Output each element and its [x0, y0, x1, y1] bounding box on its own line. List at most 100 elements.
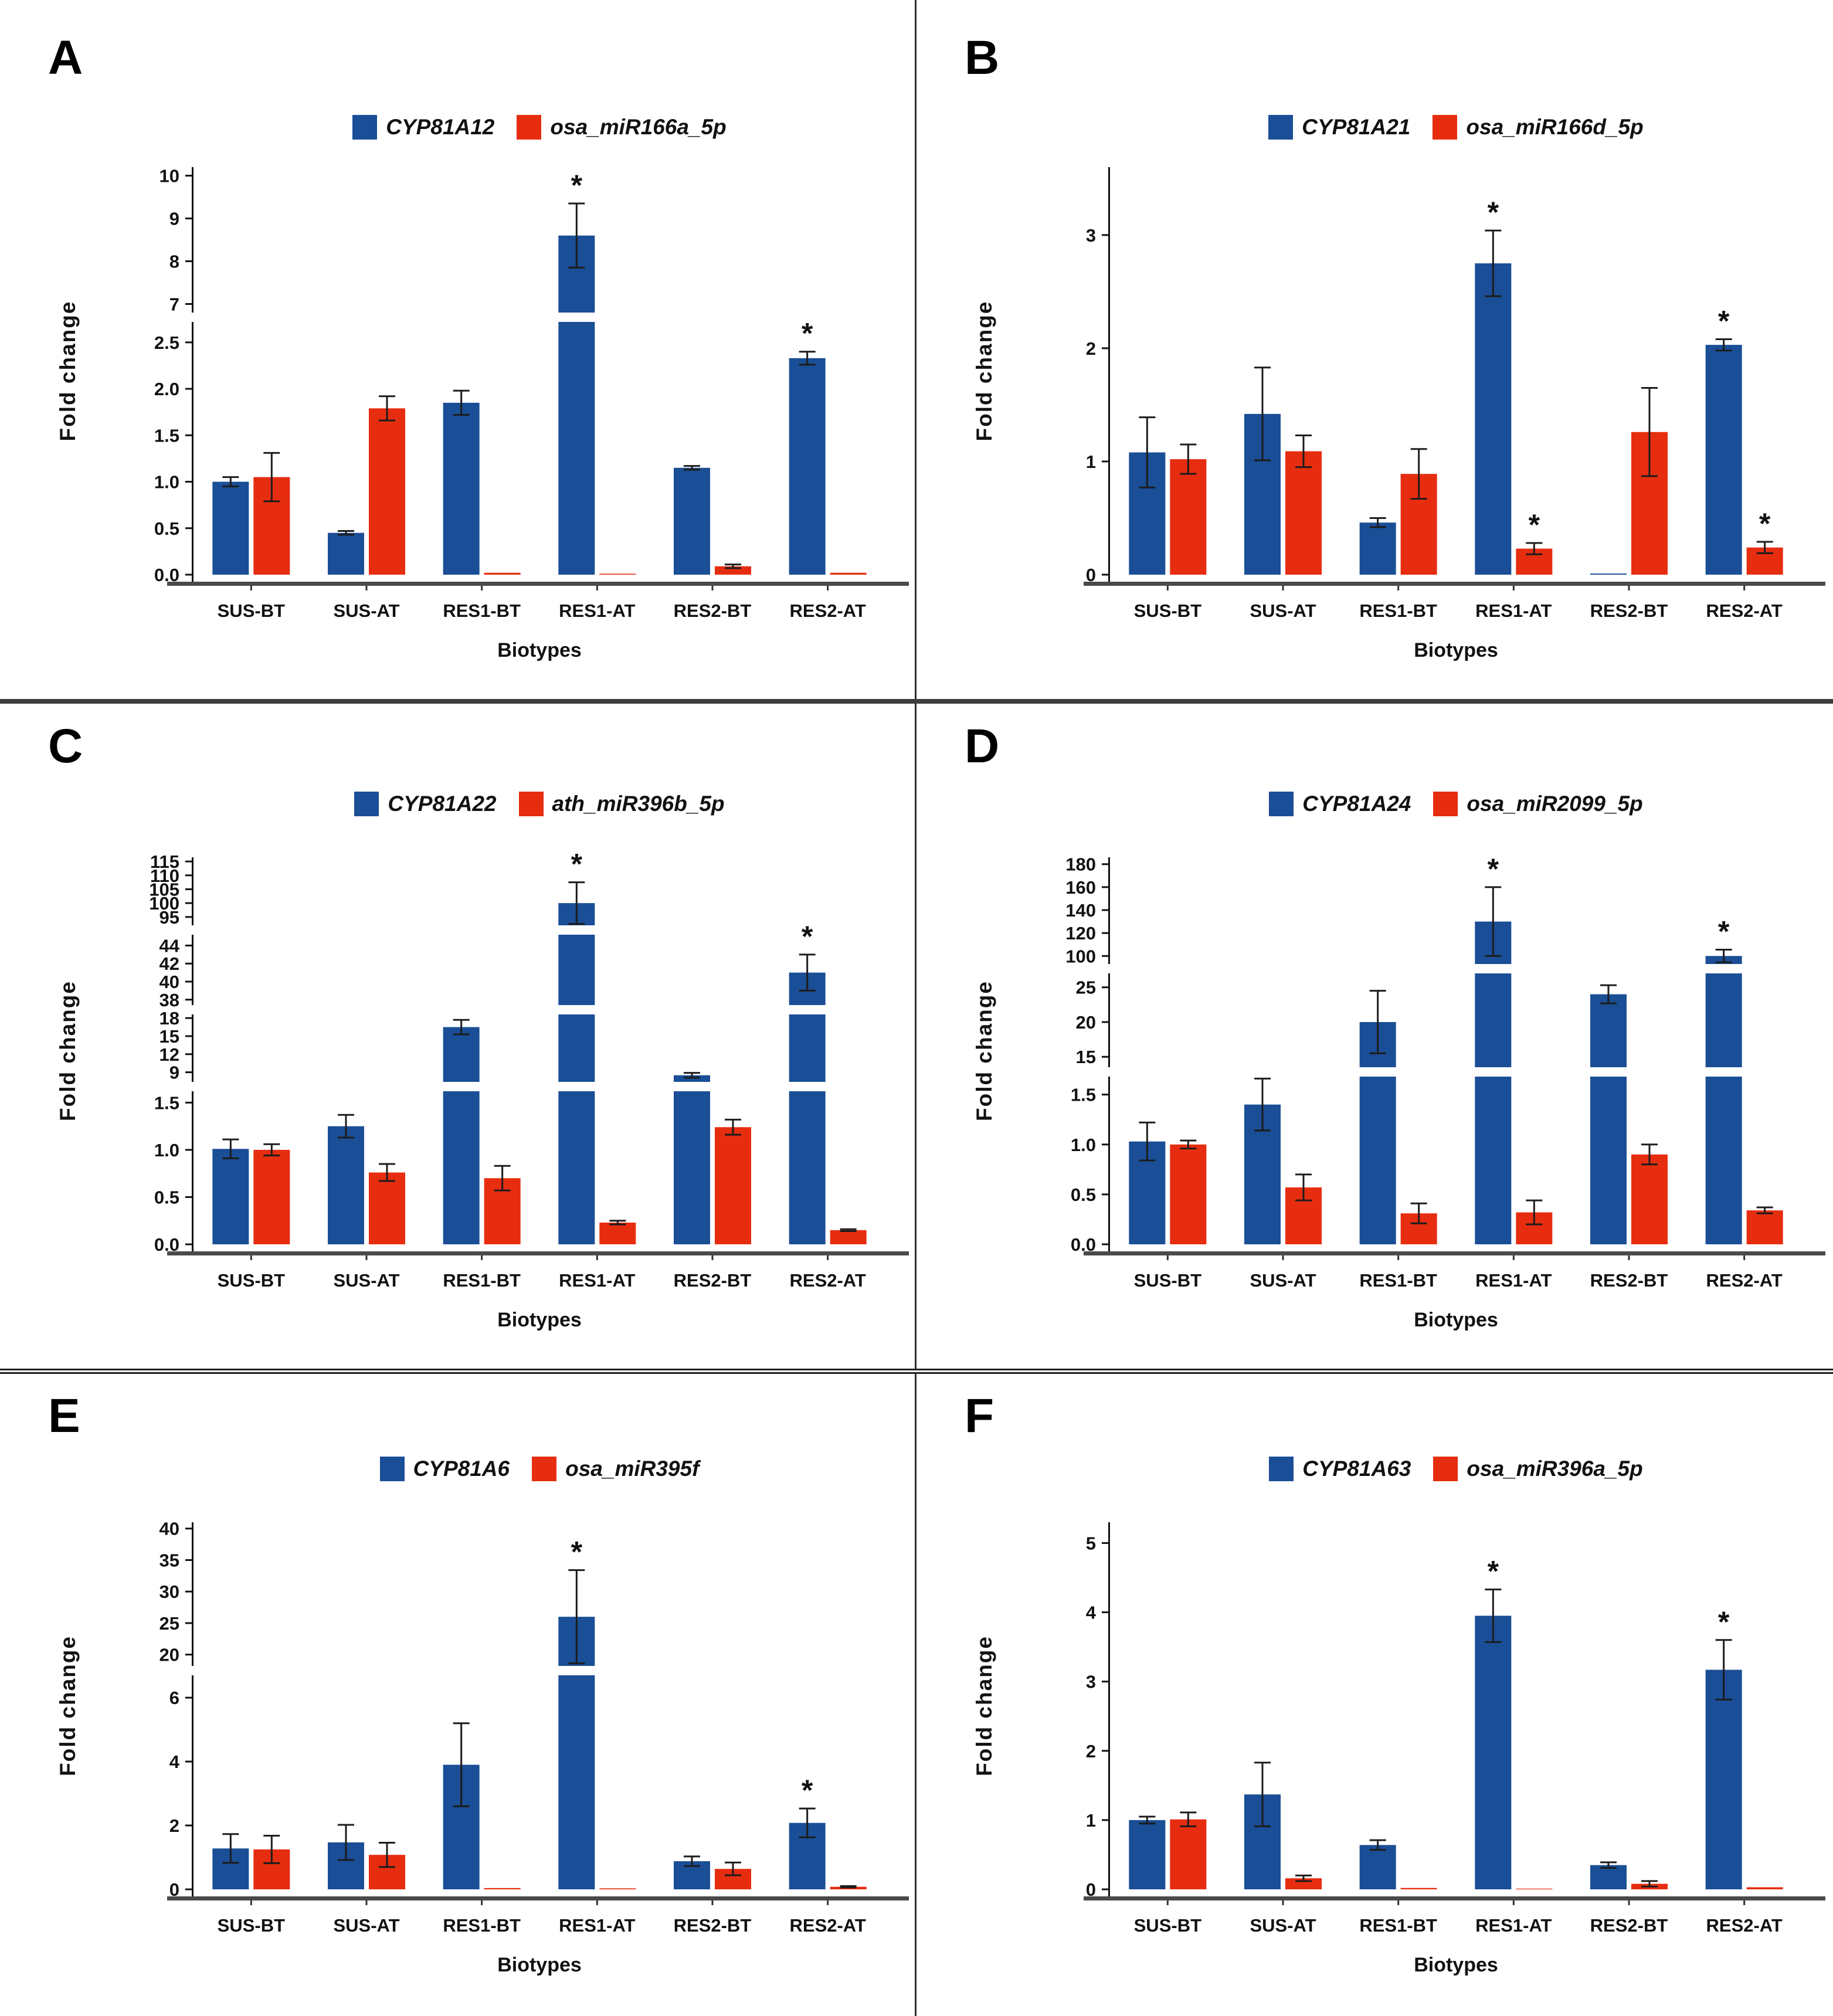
- panel-divider-horizontal-2: [0, 1369, 1833, 1374]
- bar: [1475, 973, 1512, 1067]
- chart-b: 0 1 2 3 SUS-BT SUS-AT RES1-BT RES1-AT RES2-BT RES…: [972, 167, 1825, 661]
- legend-c: CYP81A22 ath_miR396b_5p: [176, 792, 903, 816]
- bar: [558, 322, 595, 575]
- legend-label-mirna: ath_miR396b_5p: [552, 792, 725, 816]
- x-axis-title: Biotypes: [1414, 1954, 1498, 1976]
- y-tick-label: 1.0: [154, 472, 179, 493]
- legend-label-mirna: osa_miR166d_5p: [1466, 115, 1644, 139]
- panel-letter-c: C: [48, 719, 83, 773]
- y-tick-label: 42: [159, 953, 179, 974]
- y-axis-title: Fold change: [56, 980, 80, 1121]
- x-category-label: SUS-BT: [218, 1270, 285, 1291]
- y-tick-label: 44: [159, 935, 180, 956]
- legend-swatch-gene: [1268, 115, 1294, 140]
- bar: [1475, 1615, 1512, 1889]
- x-axis: SUS-BT SUS-AT RES1-BT RES1-AT RES2-BT RES2-AT…: [1084, 1896, 1825, 1976]
- panel-letter-e: E: [48, 1389, 80, 1443]
- y-axis: 0.00.51.01.59121518384042449510010511011…: [149, 851, 194, 1255]
- bar: [1590, 994, 1627, 1067]
- bar: [253, 1149, 290, 1244]
- legend-label-gene: CYP81A63: [1302, 1457, 1411, 1481]
- x-category-label: RES2-BT: [674, 600, 752, 621]
- bar: [1590, 1077, 1627, 1244]
- bar: [212, 1149, 249, 1244]
- legend-item-mirna: osa_miR395f: [532, 1457, 699, 1481]
- y-tick-label: 38: [159, 990, 179, 1010]
- legend-e: CYP81A6 osa_miR395f: [176, 1457, 903, 1481]
- chart-e: 0 2 4 6 20 25 30 35 40 SUS-BT SUS-AT RES1-BT RES1-AT…: [56, 1519, 909, 1976]
- y-tick-label: 0.5: [154, 1187, 179, 1207]
- legend-item-mirna: ath_miR396b_5p: [518, 792, 725, 816]
- bar: [830, 572, 867, 575]
- significance-asterisk: *: [1488, 853, 1499, 885]
- x-category-label: SUS-BT: [218, 600, 285, 621]
- y-tick-label: 4: [169, 1752, 180, 1772]
- legend-swatch-mirna: [1433, 115, 1458, 140]
- legend-swatch-mirna: [518, 792, 544, 816]
- x-axis: SUS-BT SUS-AT RES1-BT RES1-AT RES2-BT RES2-AT…: [167, 1251, 909, 1331]
- y-tick-label: 15: [1076, 1047, 1096, 1067]
- legend-item-mirna: osa_miR396a_5p: [1433, 1457, 1643, 1481]
- x-category-label: RES1-BT: [1359, 1915, 1437, 1936]
- x-axis: SUS-BT SUS-AT RES1-BT RES1-AT RES2-BT RES2-AT…: [167, 1896, 909, 1976]
- y-tick-label: 0: [1086, 565, 1096, 585]
- bar: [1359, 1077, 1396, 1244]
- x-category-label: SUS-BT: [1134, 1915, 1201, 1936]
- x-category-label: SUS-BT: [1134, 1270, 1201, 1291]
- x-category-label: RES1-AT: [559, 600, 635, 621]
- legend-f: CYP81A63 osa_miR396a_5p: [1092, 1457, 1820, 1481]
- y-tick-label: 10: [159, 166, 179, 186]
- y-tick-label: 105: [149, 879, 179, 900]
- x-axis: SUS-BT SUS-AT RES1-BT RES1-AT RES2-BT RES2-AT…: [167, 582, 909, 661]
- x-category-label: RES1-AT: [1475, 600, 1552, 621]
- panel-letter-a: A: [48, 31, 83, 84]
- legend-swatch-mirna: [1433, 1457, 1458, 1481]
- y-tick-label: 1.0: [154, 1140, 179, 1160]
- x-category-label: RES1-BT: [443, 1915, 521, 1936]
- panel-letter-b: B: [965, 31, 1000, 84]
- y-axis: 0 1 2 3: [1086, 167, 1110, 585]
- bar: [1705, 1077, 1742, 1244]
- x-category-label: RES2-AT: [790, 1270, 866, 1291]
- bar: [1705, 973, 1742, 1067]
- y-tick-label: 3: [1086, 1672, 1096, 1692]
- y-axis-title: Fold change: [972, 301, 996, 442]
- panel-e: 0 2 4 6 20 25 30 35 40 SUS-BT SUS-AT RES1-BT RES1-AT…: [0, 1374, 916, 2016]
- x-category-label: SUS-AT: [333, 1270, 399, 1291]
- x-category-label: RES1-BT: [1359, 1270, 1437, 1291]
- legend-item-gene: CYP81A21: [1268, 115, 1410, 140]
- x-category-label: RES1-AT: [1475, 1270, 1552, 1291]
- bar: [558, 1675, 595, 1889]
- significance-asterisk: *: [1529, 508, 1540, 541]
- y-tick-label: 1.5: [1071, 1085, 1096, 1105]
- legend-swatch-gene: [1269, 792, 1294, 816]
- bar: [1170, 1819, 1207, 1889]
- bar: [484, 1888, 521, 1889]
- bar: [1705, 345, 1742, 575]
- x-axis: SUS-BT SUS-AT RES1-BT RES1-AT RES2-BT RES2-AT…: [1084, 582, 1825, 661]
- bar: [1746, 1887, 1783, 1889]
- y-tick-label: 12: [159, 1044, 179, 1065]
- legend-item-gene: CYP81A22: [354, 792, 497, 816]
- y-tick-label: 110: [150, 866, 179, 886]
- legend-label-mirna: osa_miR166a_5p: [550, 115, 727, 139]
- significance-asterisk: *: [802, 1774, 813, 1807]
- panel-divider-vertical: [915, 0, 916, 2016]
- x-axis-title: Biotypes: [497, 1954, 582, 1976]
- x-category-label: RES1-AT: [559, 1915, 635, 1936]
- x-category-label: SUS-BT: [218, 1915, 285, 1936]
- y-tick-label: 1: [1086, 1810, 1096, 1831]
- y-tick-label: 2: [169, 1815, 179, 1836]
- x-category-label: SUS-AT: [333, 600, 399, 621]
- bar: [1285, 1878, 1322, 1889]
- legend-swatch-gene: [379, 1457, 405, 1481]
- legend-item-gene: CYP81A12: [352, 115, 494, 140]
- bar: [443, 402, 480, 575]
- bar: [1359, 522, 1396, 575]
- significance-asterisk: *: [802, 317, 813, 350]
- legend-label-gene: CYP81A12: [386, 115, 495, 139]
- bar: [715, 1127, 751, 1244]
- panel-letter-f: F: [965, 1389, 994, 1443]
